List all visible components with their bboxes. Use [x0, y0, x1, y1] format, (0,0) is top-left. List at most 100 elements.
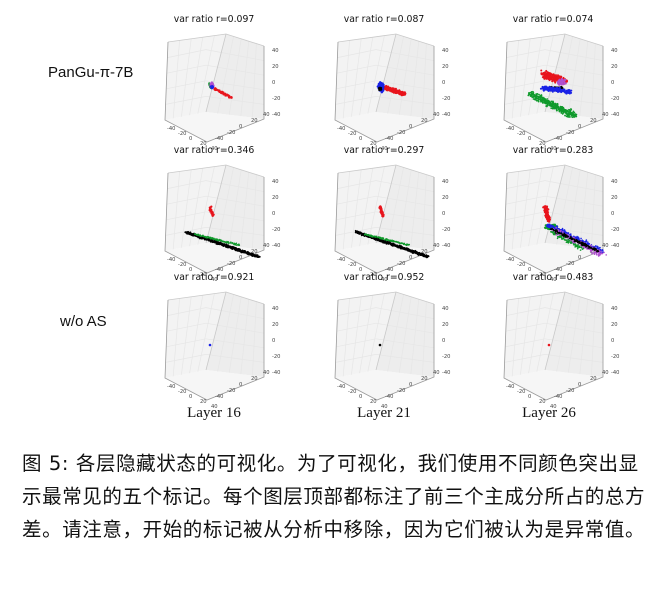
data-point [368, 235, 371, 237]
data-point [558, 78, 561, 81]
data-point [553, 78, 556, 81]
y-tick-label: -20 [566, 261, 574, 267]
data-point [579, 249, 582, 251]
data-point [590, 246, 592, 249]
x-tick-label: 40 [550, 277, 557, 283]
data-point [555, 227, 557, 229]
y-tick-label: -40 [385, 136, 393, 142]
row-label-pangu: PanGu-π-7B [48, 64, 134, 81]
data-point [404, 92, 407, 95]
data-point [543, 101, 546, 104]
data-point [559, 234, 561, 237]
data-point [397, 241, 400, 244]
data-point [597, 254, 600, 256]
x-tick-label: 20 [539, 399, 546, 405]
data-point [407, 248, 410, 251]
data-point [230, 241, 232, 244]
data-point [197, 236, 200, 239]
data-point [235, 244, 238, 246]
data-point [425, 256, 428, 259]
data-point [395, 240, 398, 243]
data-point [547, 73, 550, 76]
x-tick-label: 0 [359, 136, 362, 142]
x-tick-label: -40 [506, 257, 514, 263]
data-point [208, 343, 212, 347]
data-point [568, 239, 571, 242]
data-point [248, 252, 251, 255]
x-tick-label: -40 [337, 384, 345, 390]
panel-title: var ratio r=0.297 [344, 145, 425, 156]
data-point [209, 237, 212, 239]
data-point [375, 235, 378, 238]
z-tick-label: -20 [272, 96, 280, 102]
data-point [251, 255, 254, 258]
data-point [570, 112, 573, 114]
x-tick-label: -40 [506, 126, 514, 132]
data-point [565, 110, 568, 113]
x-tick-label: -20 [178, 131, 186, 137]
data-point [394, 244, 397, 247]
panel-title: var ratio r=0.087 [344, 14, 425, 25]
data-point [570, 108, 572, 110]
data-point [233, 247, 236, 249]
data-point [573, 116, 575, 119]
data-point [385, 237, 387, 240]
data-point [558, 75, 561, 78]
panel-title: var ratio r=0.283 [513, 145, 594, 156]
data-point [540, 69, 543, 72]
z-tick-label: 20 [611, 195, 618, 201]
data-point [532, 98, 535, 100]
data-point [593, 247, 596, 249]
data-point [563, 239, 566, 241]
data-point [563, 232, 565, 235]
data-point [547, 224, 550, 227]
z-tick-label: 0 [442, 211, 445, 217]
data-point [545, 99, 547, 102]
data-point [569, 241, 571, 243]
y-tick-label: -40 [215, 394, 223, 400]
data-point [570, 236, 572, 238]
data-point [238, 244, 241, 247]
panel-title: var ratio r=0.074 [513, 14, 594, 25]
data-point [559, 81, 562, 84]
data-point [220, 240, 223, 242]
data-point [544, 98, 546, 100]
layer-label-21: Layer 21 [357, 405, 411, 421]
data-point [600, 252, 603, 254]
x-tick-label: 20 [200, 272, 207, 278]
data-point [235, 242, 238, 245]
data-point [542, 89, 545, 92]
data-point [198, 237, 201, 240]
x-tick-label: -20 [178, 389, 186, 395]
y-tick-label: 0 [239, 382, 242, 388]
data-point [556, 233, 559, 235]
data-point [382, 84, 385, 87]
x-tick-label: 40 [550, 146, 557, 152]
x-tick-label: 20 [370, 272, 377, 278]
data-point [408, 243, 411, 246]
data-point [595, 248, 598, 251]
y-tick-label: -20 [566, 388, 574, 394]
x-tick-label: -20 [517, 131, 525, 137]
data-point [542, 99, 545, 102]
data-point [532, 90, 534, 93]
data-point [576, 236, 579, 239]
data-point [563, 236, 565, 239]
scatter-panel: var ratio r=0.09740200-20-40-40-2002040-… [164, 14, 280, 152]
data-point [545, 101, 548, 104]
data-point [559, 109, 562, 111]
data-point [392, 90, 395, 94]
z-tick-label: -40 [442, 370, 450, 376]
z-tick-label: -20 [442, 96, 450, 102]
data-point [212, 238, 214, 240]
data-point [534, 97, 537, 100]
data-point [559, 89, 562, 92]
data-point [226, 240, 228, 243]
data-point [205, 235, 207, 238]
data-point [550, 107, 553, 110]
data-point [210, 240, 212, 243]
data-point [557, 88, 560, 91]
data-point [585, 244, 588, 246]
x-tick-label: 40 [381, 146, 388, 152]
data-point [562, 231, 564, 233]
